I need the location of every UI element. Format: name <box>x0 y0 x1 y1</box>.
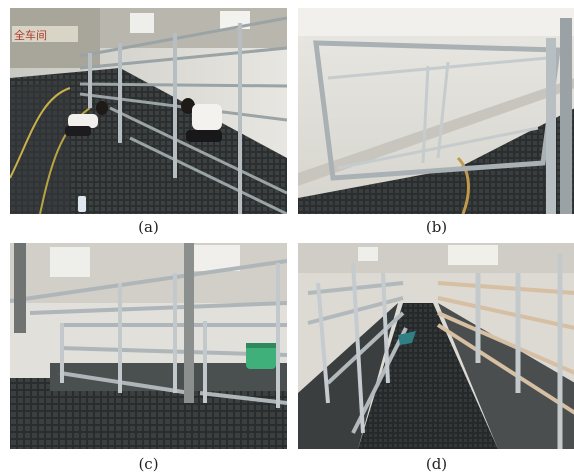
caption-c: (c) <box>138 455 159 473</box>
teal-bucket <box>398 331 416 345</box>
photo-panel-d <box>298 243 574 449</box>
caption-b: (b) <box>425 218 448 236</box>
photo-d-walkway <box>298 243 574 449</box>
caption-a: (a) <box>138 218 159 236</box>
barn-sign <box>12 26 78 42</box>
photo-panel-a: 全车间 <box>10 8 287 214</box>
photo-panel-c <box>10 243 287 449</box>
photo-a-barn-assembly: 全车间 <box>10 8 287 214</box>
photo-panel-b <box>298 8 574 214</box>
worker-left <box>65 101 108 136</box>
worker-right <box>181 98 222 142</box>
photo-b-gate-frame <box>298 8 574 214</box>
green-bucket <box>246 343 276 369</box>
caption-d: (d) <box>425 455 448 473</box>
photo-c-rail-station <box>10 243 287 449</box>
barn-sign-text: 全车间 <box>14 28 47 42</box>
water-bottle <box>78 196 86 212</box>
walkway-mat <box>358 303 498 449</box>
